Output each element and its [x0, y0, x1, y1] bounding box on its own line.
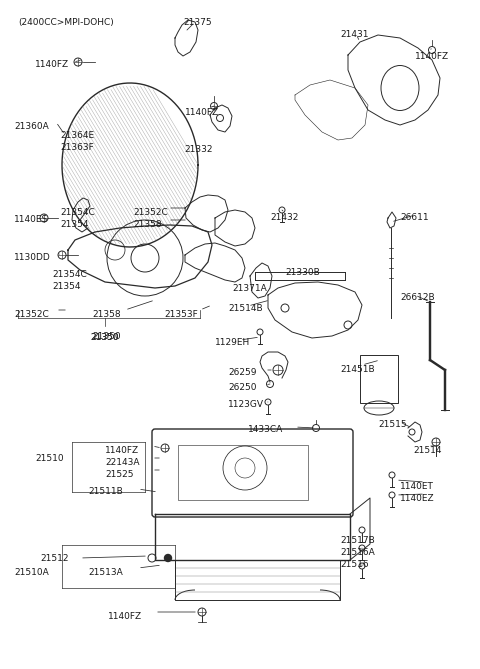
Text: 21513A: 21513A [88, 568, 123, 577]
Bar [360, 355, 398, 403]
Text: 21517B: 21517B [340, 536, 375, 545]
Text: 21354: 21354 [52, 282, 81, 291]
Text: 22143A: 22143A [105, 458, 140, 467]
Text: 26612B: 26612B [400, 293, 434, 302]
Text: 1130DD: 1130DD [14, 253, 51, 262]
Text: 26250: 26250 [228, 383, 256, 392]
Text: 21330B: 21330B [285, 268, 320, 277]
Text: 21525: 21525 [105, 470, 133, 479]
Text: 26259: 26259 [228, 368, 256, 377]
Text: 21354: 21354 [60, 220, 88, 229]
Text: 21360A: 21360A [14, 122, 49, 131]
Text: 1433CA: 1433CA [248, 425, 283, 434]
Text: 21371A: 21371A [232, 284, 267, 293]
Text: 21451B: 21451B [340, 365, 374, 374]
Text: 21353F: 21353F [164, 310, 198, 319]
Text: 21352C: 21352C [133, 208, 168, 217]
Text: 1140ES: 1140ES [14, 215, 48, 224]
Text: 21354C: 21354C [52, 270, 87, 279]
Text: 21350: 21350 [92, 332, 120, 341]
Bar [178, 445, 308, 500]
Text: 21432: 21432 [270, 213, 299, 222]
Text: 21358: 21358 [133, 220, 162, 229]
Text: 1140FZ: 1140FZ [108, 612, 142, 621]
Text: 21515: 21515 [378, 420, 407, 429]
Text: 21510A: 21510A [14, 568, 49, 577]
Text: 21375: 21375 [183, 18, 212, 27]
Text: 21358: 21358 [92, 310, 120, 319]
Text: 21514B: 21514B [228, 304, 263, 313]
Circle shape [165, 555, 171, 561]
Text: 21350: 21350 [91, 333, 120, 342]
Text: 21332: 21332 [184, 145, 213, 154]
Text: 1140FZ: 1140FZ [105, 446, 139, 455]
Text: 1140FZ: 1140FZ [185, 108, 219, 117]
Text: 21431: 21431 [340, 30, 369, 39]
Text: 21352C: 21352C [14, 310, 49, 319]
Text: 21510: 21510 [35, 454, 64, 463]
Text: 1140EZ: 1140EZ [400, 494, 434, 503]
Text: 1140FZ: 1140FZ [35, 60, 69, 69]
Text: 1140FZ: 1140FZ [415, 52, 449, 61]
Text: 21512: 21512 [40, 554, 69, 563]
Text: 21350: 21350 [91, 333, 120, 342]
Text: 21363F: 21363F [60, 143, 94, 152]
Text: 21511B: 21511B [88, 487, 123, 496]
Text: 21354C: 21354C [60, 208, 95, 217]
Text: 1140ET: 1140ET [400, 482, 434, 491]
Text: (2400CC>MPI-DOHC): (2400CC>MPI-DOHC) [18, 18, 114, 27]
Text: 21516: 21516 [340, 560, 369, 569]
Text: 21364E: 21364E [60, 131, 94, 140]
Text: 1123GV: 1123GV [228, 400, 264, 409]
Text: 21514: 21514 [413, 446, 442, 455]
Text: 26611: 26611 [400, 213, 429, 222]
Text: 1129EH: 1129EH [215, 338, 250, 347]
Text: 21516A: 21516A [340, 548, 375, 557]
